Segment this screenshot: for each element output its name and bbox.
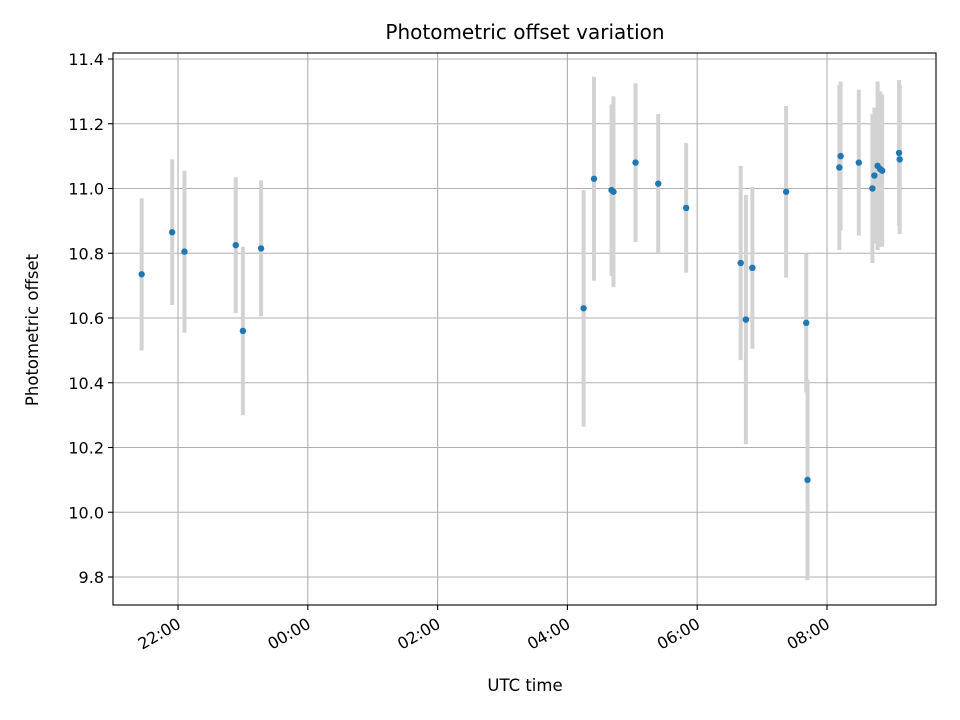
y-tick-label: 10.0 xyxy=(68,503,104,522)
data-point xyxy=(836,164,843,171)
data-point xyxy=(232,241,239,249)
data-points xyxy=(138,149,903,484)
data-point xyxy=(749,264,756,272)
data-point xyxy=(239,327,247,335)
x-axis-label: UTC time xyxy=(487,676,562,695)
data-point xyxy=(782,188,790,195)
data-point xyxy=(632,159,639,166)
y-tick-label: 11.0 xyxy=(68,180,104,199)
data-point xyxy=(590,175,598,182)
y-tick-label: 10.4 xyxy=(68,374,104,393)
data-point xyxy=(855,159,863,166)
data-point xyxy=(138,271,145,278)
y-tick-label: 9.8 xyxy=(79,568,104,587)
data-point xyxy=(878,167,886,174)
y-tick-label: 11.2 xyxy=(68,115,104,134)
data-point xyxy=(737,259,744,267)
data-point xyxy=(871,172,878,179)
chart-title: Photometric offset variation xyxy=(385,20,664,44)
data-point xyxy=(896,156,903,163)
data-point xyxy=(181,248,188,255)
data-point xyxy=(257,245,265,252)
data-point xyxy=(869,185,876,192)
y-tick-label: 10.6 xyxy=(68,309,104,328)
y-tick-label: 10.2 xyxy=(68,439,104,458)
data-point xyxy=(742,316,750,323)
data-point xyxy=(682,204,690,212)
y-tick-label: 11.4 xyxy=(68,50,104,69)
data-point xyxy=(895,149,903,157)
y-axis-label: Photometric offset xyxy=(23,253,42,406)
grid-lines xyxy=(113,53,936,605)
plot-frame xyxy=(112,52,937,606)
data-point xyxy=(655,180,662,187)
y-tick-label: 10.8 xyxy=(68,244,104,263)
data-point xyxy=(610,188,617,195)
data-point xyxy=(803,319,810,327)
data-point xyxy=(168,229,176,236)
data-point xyxy=(580,305,587,312)
data-point xyxy=(804,476,811,484)
data-point xyxy=(837,152,844,160)
